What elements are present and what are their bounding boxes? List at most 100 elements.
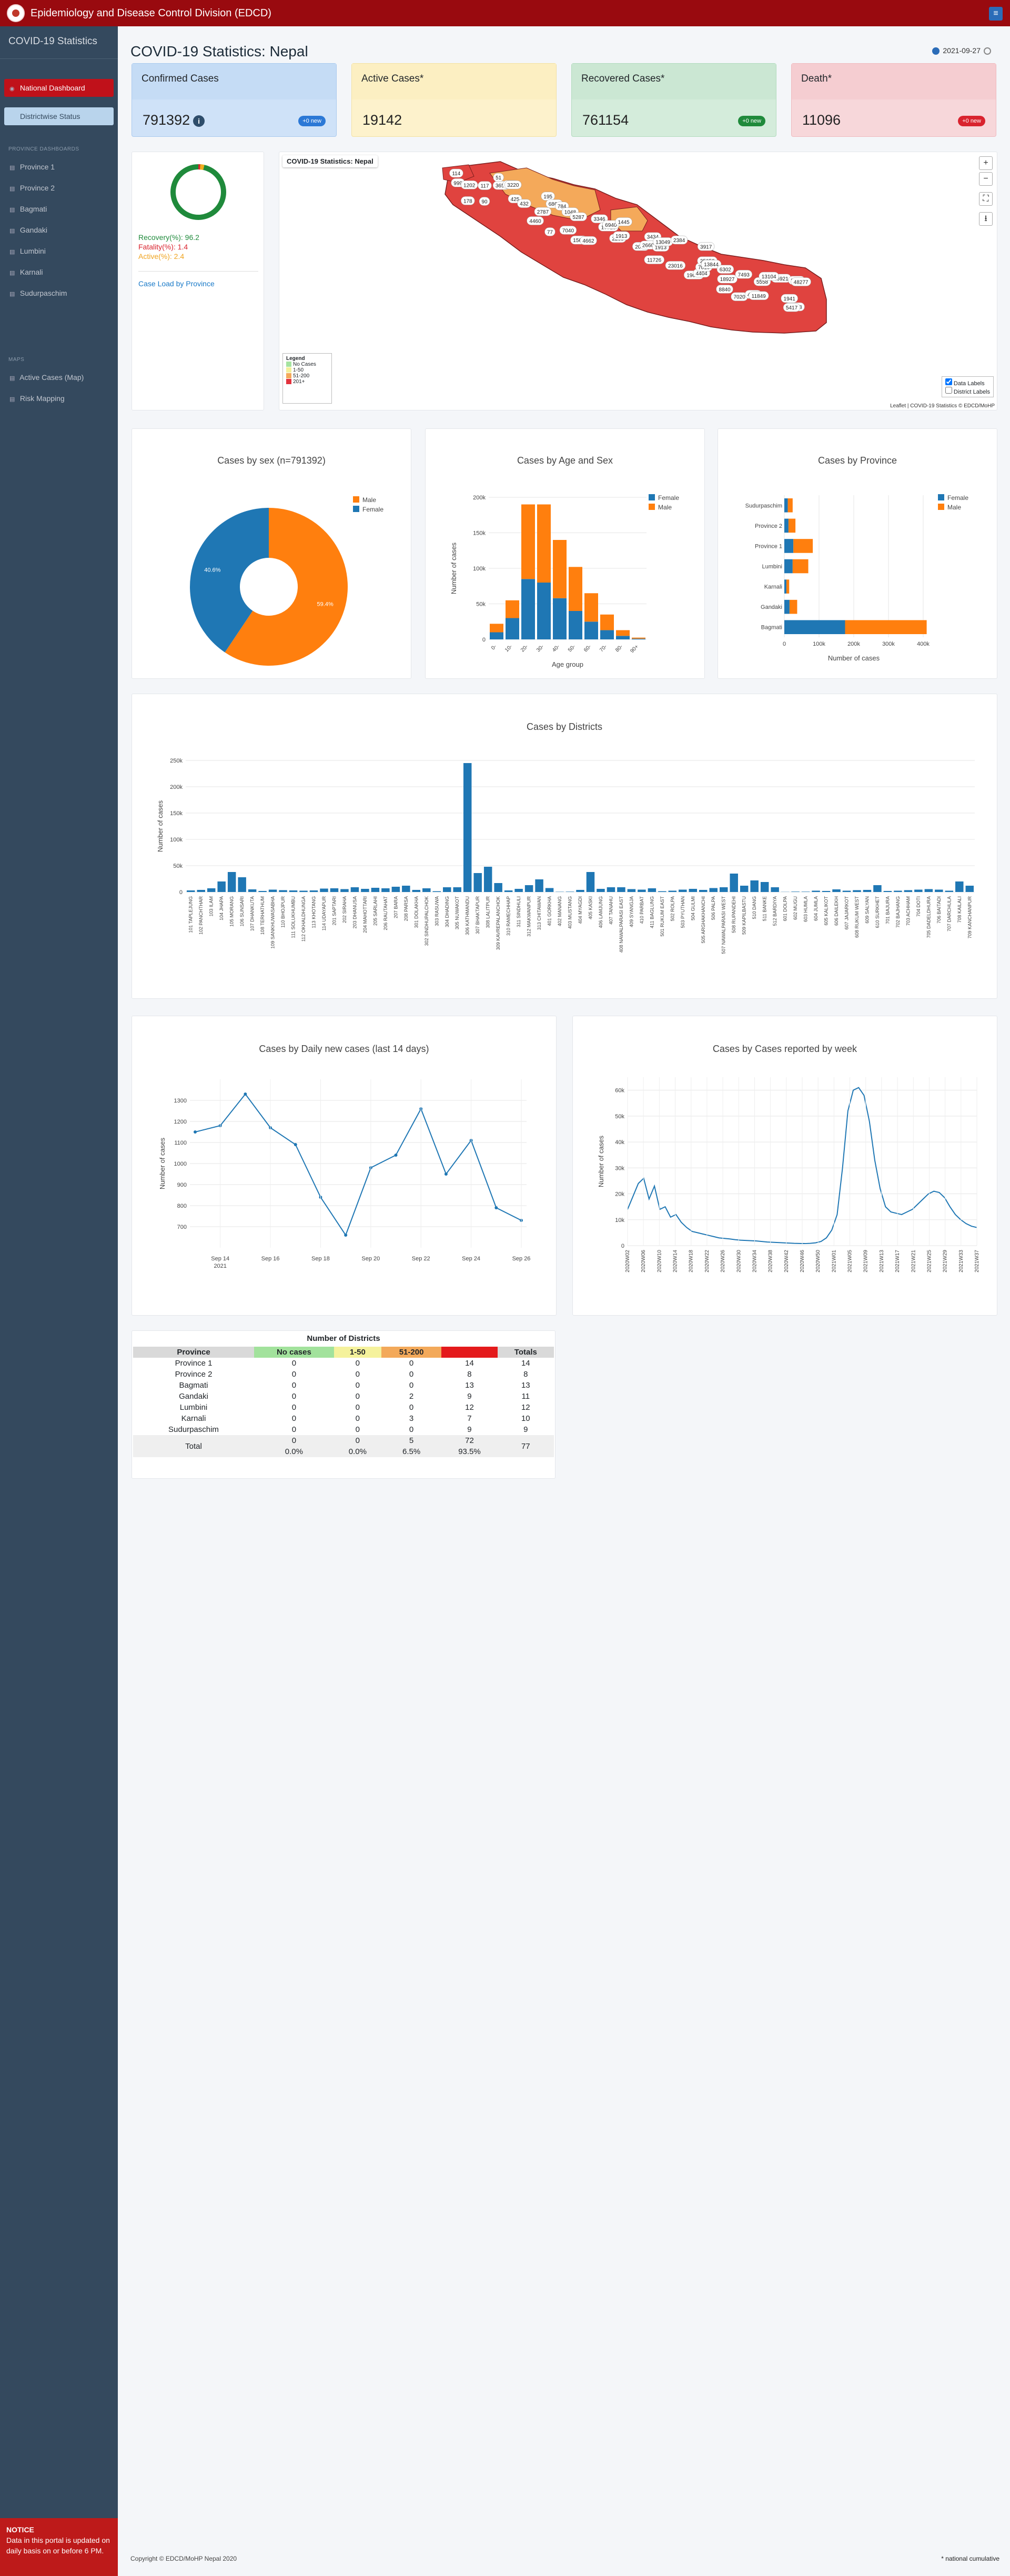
- sidebar-item-karnali[interactable]: ▤ Karnali: [4, 263, 114, 281]
- bar-female: [784, 579, 786, 594]
- x-tick-label: 406 LAMJUNG: [598, 896, 603, 928]
- y-tick-label: Province 1: [755, 543, 782, 549]
- y-tick-label: 100k: [170, 837, 183, 843]
- daily-cases-panel: Cases by Daily new cases (last 14 days) …: [132, 1016, 557, 1316]
- x-tick-label: 606 DAILEKH: [834, 896, 839, 926]
- district-labels-checkbox[interactable]: [945, 387, 952, 394]
- x-tick-label: 709 KANCHANPUR: [967, 896, 972, 939]
- grid-icon[interactable]: ≡: [989, 7, 1003, 21]
- map-data-label: 1445: [618, 219, 630, 225]
- district-bar: [268, 889, 277, 892]
- x-tick-label: 410 PARBAT: [639, 896, 644, 924]
- prev-date-icon[interactable]: [932, 47, 940, 55]
- chart-icon: ▤: [9, 186, 15, 192]
- sidebar-item-lumbini[interactable]: ▤ Lumbini: [4, 242, 114, 260]
- next-date-icon[interactable]: [984, 47, 991, 55]
- sidebar-item-province-1[interactable]: ▤ Province 1: [4, 158, 114, 176]
- district-bar: [381, 888, 390, 892]
- district-bar: [412, 890, 421, 892]
- x-tick-label: 400k: [917, 641, 930, 647]
- y-axis-label: Number of cases: [158, 1137, 166, 1189]
- district-bar: [483, 867, 492, 892]
- page-title: COVID-19 Statistics: Nepal: [130, 43, 308, 59]
- table-cell: 0: [291, 1392, 297, 1401]
- sidebar-item-active-cases-map[interactable]: ▤ Active Cases (Map): [4, 368, 114, 386]
- case-load-link[interactable]: Case Load by Province: [138, 279, 215, 288]
- map-label-bubble: [665, 261, 686, 270]
- sidebar-item-risk-mapping[interactable]: ▤ Risk Mapping: [4, 389, 114, 407]
- district-bar: [771, 887, 779, 892]
- district-bar: [545, 888, 554, 892]
- districts-chart: 0 50k 100k 150k 200k 250k 101 TAPLEJUNG 102 PAN…: [156, 758, 975, 954]
- x-tick-label: 2020W46: [800, 1250, 805, 1272]
- x-tick-label: 402 MANANG: [557, 896, 562, 926]
- bar-male: [793, 539, 813, 553]
- nav-districtwise-status[interactable]: Districtwise Status: [4, 107, 114, 125]
- map-label-bubble: [716, 265, 734, 274]
- table-total: Total 0 0 5 72 77 0.0% 0.0% 6.5% 93.5%: [133, 1435, 554, 1457]
- map-label-bubble: [527, 216, 544, 225]
- bar-female: [784, 599, 790, 614]
- x-tick-label: 0-: [490, 644, 498, 651]
- table-row: Gandaki 0 0 2 9 11: [133, 1391, 554, 1402]
- maps-heading: MAPS: [8, 357, 25, 363]
- map-data-label: 3346: [593, 217, 605, 223]
- table-cell: 0: [291, 1403, 297, 1412]
- y-axis-label: Number of cases: [156, 800, 164, 852]
- map-label-bubble: [591, 214, 608, 223]
- x-tick-label: 204 MAHOTTARI: [362, 896, 368, 933]
- district-bar: [258, 891, 267, 892]
- x-tick-label: 302 SINDHUPALCHOK: [424, 896, 429, 946]
- x-tick-label: 605 KALIKOT: [824, 896, 829, 925]
- date-selector[interactable]: 2021-09-27: [929, 46, 994, 55]
- new-badge: +0 new: [298, 116, 326, 126]
- sidebar-item-sudurpaschim[interactable]: ▤ Sudurpaschim: [4, 284, 114, 302]
- legend-label: No Cases: [293, 362, 316, 367]
- bar-male: [490, 624, 503, 633]
- y-tick-label: Karnali: [764, 584, 782, 590]
- district-bar: [217, 881, 226, 892]
- sidebar-brand[interactable]: COVID-19 Statistics: [0, 26, 118, 59]
- legend-1-50: 1-50: [286, 367, 328, 373]
- zoom-out-button[interactable]: −: [979, 172, 993, 186]
- table-cell: 0: [355, 1359, 360, 1368]
- x-axis-label: Number of cases: [828, 654, 880, 662]
- pie-data-label: 59.4%: [317, 602, 334, 608]
- sidebar-item-bagmati[interactable]: ▤ Bagmati: [4, 200, 114, 218]
- bar-male: [584, 593, 598, 622]
- data-labels-toggle[interactable]: Data Labels: [945, 378, 990, 387]
- bar-male: [506, 600, 519, 618]
- top-navbar: Epidemiology and Disease Control Divisio…: [0, 0, 1010, 26]
- nav-label: Active Cases (Map): [19, 373, 84, 382]
- district-bar: [197, 890, 205, 892]
- district-bar: [463, 763, 472, 892]
- data-labels-checkbox[interactable]: [945, 378, 952, 385]
- cases-by-sex-panel: Cases by sex (n=791392) 59.4% 40.6% Male Fe…: [132, 428, 411, 679]
- district-labels-toggle[interactable]: District Labels: [945, 387, 990, 395]
- map-label-bubble: [670, 235, 688, 245]
- x-tick-label: 112 OKHALDHUNGA: [301, 896, 306, 941]
- bar-male: [786, 579, 790, 594]
- map-data-label: 432: [520, 202, 529, 207]
- nepal-map[interactable]: 9991141202178117905136571620425322044604…: [279, 152, 997, 410]
- y-tick-label: Bagmati: [761, 625, 782, 631]
- x-tick-label: 106 SUNSARI: [239, 896, 245, 927]
- nav-national-dashboard[interactable]: ◉ National Dashboard: [4, 79, 114, 97]
- map-panel[interactable]: COVID-19 Statistics: Nepal 999 114 1202 178…: [279, 152, 997, 410]
- table-cell: 0: [291, 1425, 297, 1434]
- district-bar: [391, 887, 400, 892]
- sidebar-item-province-2[interactable]: ▤ Province 2: [4, 179, 114, 197]
- sidebar-item-gandaki[interactable]: ▤ Gandaki: [4, 221, 114, 239]
- fullscreen-icon[interactable]: ⛶: [979, 192, 993, 206]
- district-bar: [279, 890, 287, 892]
- zoom-in-button[interactable]: +: [979, 156, 993, 170]
- info-icon[interactable]: i: [193, 115, 205, 127]
- download-icon[interactable]: ⭳: [979, 212, 993, 226]
- x-tick-label: 702 BAJHANG: [895, 896, 901, 928]
- district-bar: [832, 889, 841, 892]
- map-data-label: 3657: [496, 183, 508, 189]
- x-tick-label: 200k: [847, 641, 860, 647]
- total-row: Total 0 0 5 72 77: [133, 1435, 554, 1451]
- map-legend: Legend No Cases 1-50 51-200 201+: [282, 353, 332, 404]
- bar-male: [569, 567, 582, 611]
